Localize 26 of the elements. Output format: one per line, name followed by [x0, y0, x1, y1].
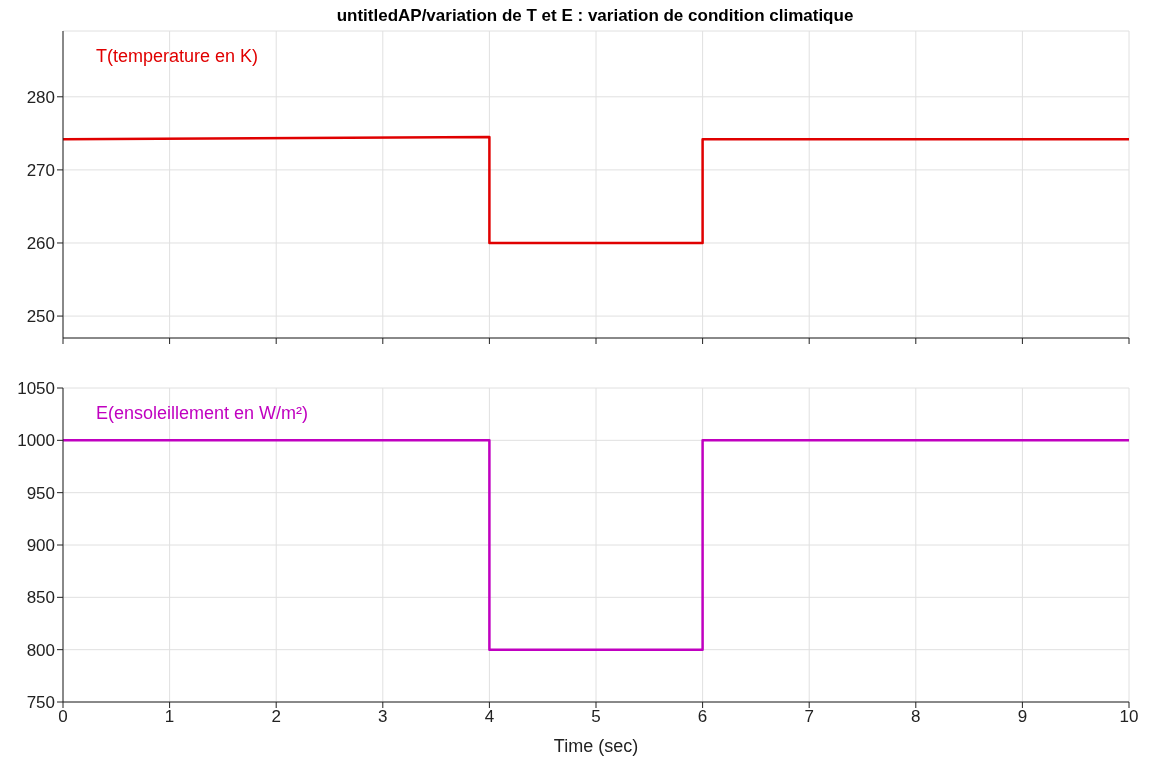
series-label: E(ensoleillement en W/m²)	[96, 403, 309, 424]
x-tick-label: 2	[271, 707, 281, 727]
chart-title: untitledAP/variation de T et E : variation de condition climatique	[335, 6, 855, 25]
y-tick-label: 900	[26, 536, 55, 556]
y-tick-label: 1050	[17, 379, 55, 399]
y-tick-label: 250	[26, 307, 55, 327]
x-tick-label: 9	[1017, 707, 1028, 727]
x-tick-label: 8	[911, 707, 921, 727]
y-tick-label: 260	[26, 234, 55, 254]
y-tick-label: 800	[26, 640, 55, 660]
x-tick-label: 5	[591, 707, 601, 727]
x-tick-label: 1	[164, 707, 175, 727]
y-tick-label: 1000	[17, 431, 55, 451]
y-tick-label: 950	[26, 483, 55, 503]
y-tick-label: 750	[26, 693, 55, 713]
x-tick-label: 10	[1119, 707, 1139, 727]
y-tick-label: 280	[26, 87, 55, 107]
x-tick-label: 4	[484, 707, 495, 727]
x-tick-label: 7	[804, 707, 814, 727]
x-tick-label: 0	[58, 707, 68, 727]
y-tick-label: 270	[26, 160, 55, 180]
x-tick-label: 6	[697, 707, 708, 727]
x-tick-label: 3	[378, 707, 388, 727]
text: T(temperature en K)	[96, 46, 259, 67]
y-tick-label: 850	[26, 588, 55, 608]
x-axis-title: Time (sec)	[553, 736, 639, 756]
